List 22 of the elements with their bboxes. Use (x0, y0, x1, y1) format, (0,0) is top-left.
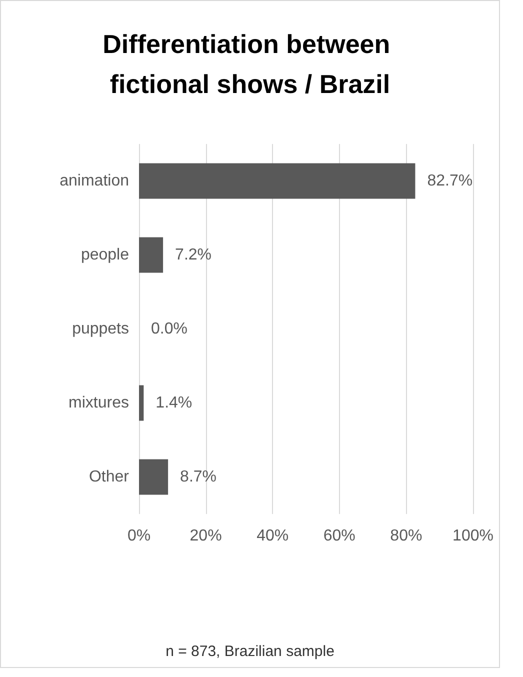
data-label: 0.0% (151, 320, 188, 338)
y-tick-label: puppets (72, 320, 129, 338)
data-label: 1.4% (156, 394, 192, 412)
text: n = 873, Brazilian sample (166, 643, 334, 660)
x-tick-label: 80% (390, 528, 422, 544)
x-tick-label: 60% (323, 528, 356, 544)
y-tick-label: Other (88, 468, 130, 486)
data-label: 7.2% (175, 246, 212, 264)
chart-title: Differentiation between fictional shows / Brazil (102, 29, 398, 99)
x-tick-label: 100% (452, 528, 494, 544)
y-tick-label: people (80, 246, 130, 264)
data-label: 82.7% (427, 172, 473, 190)
y-tick-label: mixtures (68, 394, 129, 412)
bar (139, 237, 164, 273)
x-tick-label: 40% (256, 528, 289, 544)
bar (139, 385, 144, 421)
y-tick-label: animation (60, 172, 129, 190)
x-tick-label: 20% (190, 528, 222, 544)
bar (139, 163, 416, 199)
bar (139, 459, 168, 495)
x-tick-label: 0% (127, 528, 151, 544)
data-label: 8.7% (180, 468, 217, 486)
